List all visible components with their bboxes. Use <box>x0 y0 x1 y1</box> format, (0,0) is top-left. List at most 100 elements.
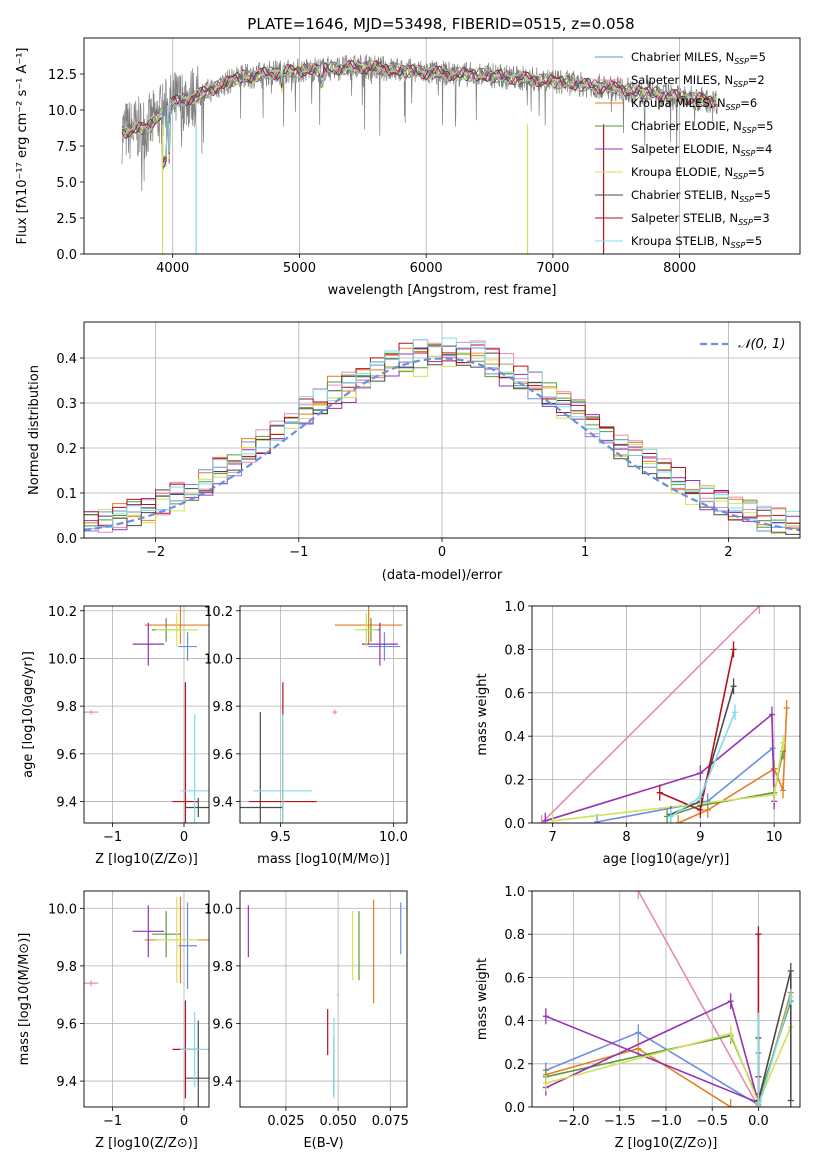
y-tick-label: 9.8 <box>212 700 233 715</box>
errorbar-point-chabrier-miles <box>368 632 401 661</box>
errorbar-point-chabrier-miles <box>178 632 197 661</box>
x-axis-label: Z [log10(Z/Z⊙)] <box>95 1136 198 1151</box>
mass-weight-marker-kroupa-miles <box>780 782 787 799</box>
y-axis-label: mass weight <box>475 958 490 1040</box>
plot-area <box>538 606 790 823</box>
y-tick-label: 10.0 <box>48 902 77 917</box>
mass-weight-marker-salpeter-stelib <box>656 784 663 801</box>
mass-weight-line-kroupa-stelib <box>757 996 792 1107</box>
y-tick-label: 10.2 <box>204 605 233 620</box>
mass-weight-marker-kroupa-stelib <box>667 808 674 823</box>
errorbar-point-chabrier-elodie <box>151 911 181 958</box>
axes-frame <box>83 321 801 539</box>
mass-weight-marker-chabrier-stelib <box>787 962 794 979</box>
y-axis-label: mass [log10(M/M⊙)] <box>17 933 32 1066</box>
errorbar-point-salpeter-elodie <box>132 622 164 666</box>
mass-weight-marker-kroupa-elodie <box>780 734 787 751</box>
y-tick-label: 7.5 <box>56 140 77 155</box>
mass-weight-line-chabrier-stelib <box>757 970 792 1101</box>
errorbar-point-chabrier-stelib <box>240 712 283 823</box>
legend-label-salpeter-stelib: Salpeter STELIB, NSSP=3 <box>631 211 770 227</box>
legend-label-chabrier-stelib: Chabrier STELIB, NSSP=5 <box>631 188 771 204</box>
x-tick-label: 7 <box>549 830 557 845</box>
y-tick-label: 9.4 <box>212 796 233 811</box>
y-tick-label: 2.5 <box>56 212 77 227</box>
x-tick-label: 0.0 <box>748 1114 769 1129</box>
errorbar-point-salpeter-miles <box>332 709 338 715</box>
mass-weight-marker-kroupa-miles <box>675 815 682 823</box>
axes-frame <box>531 890 801 1108</box>
y-tick-label: 10.0 <box>48 104 77 119</box>
y-tick-label: 0.6 <box>504 971 525 986</box>
mass-weight-line-chabrier-stelib <box>670 686 735 816</box>
legend-label-kroupa-stelib: Kroupa STELIB, NSSP=5 <box>631 234 762 250</box>
mass-weight-marker-chabrier-stelib <box>730 678 737 695</box>
mass-weight-line-kroupa-miles <box>677 707 788 823</box>
legend-label-kroupa-elodie: Kroupa ELODIE, NSSP=5 <box>631 165 765 181</box>
mass-weight-marker-salpeter-elodie <box>697 765 704 782</box>
mass-weight-marker-chabrier-stelib <box>787 1092 794 1107</box>
axes-frame <box>83 37 801 255</box>
mass-weight-line-salpeter-miles <box>637 891 760 1107</box>
mass-weight-line-chabrier-miles <box>545 1031 760 1107</box>
x-tick-label: 10.0 <box>379 830 408 845</box>
histogram-kroupa-stelib <box>84 337 800 538</box>
errorbar-point-kroupa-miles <box>144 606 209 645</box>
x-tick-label: 0 <box>438 545 446 560</box>
panel-massweight-vs-age: 7 8 9 10 0.0 0.2 0.4 0.6 0.8 1.0 age [log10(age/yr… <box>475 600 801 867</box>
errorbar-point-kroupa-elodie <box>155 896 199 984</box>
y-tick-label: 0.0 <box>56 248 77 263</box>
mass-weight-marker-salpeter-miles <box>635 891 642 899</box>
x-tick-label: 1 <box>581 545 589 560</box>
plot-area <box>121 54 718 254</box>
mass-weight-marker-chabrier-miles <box>593 813 600 823</box>
plot-area <box>247 899 402 1099</box>
mass-weight-marker-kroupa-miles <box>783 699 790 716</box>
axes-frame <box>531 605 801 824</box>
model-spectrum-salpeter-stelib <box>121 60 717 163</box>
mass-weight-marker-salpeter-miles <box>756 606 763 614</box>
y-tick-label: 12.5 <box>48 68 77 83</box>
y-tick-label: 9.4 <box>56 1075 77 1090</box>
y-tick-label: 9.4 <box>212 1075 233 1090</box>
y-tick-label: 0.2 <box>56 442 77 457</box>
y-tick-label: 0.0 <box>504 1101 525 1116</box>
y-tick-label: 10.2 <box>48 605 77 620</box>
y-tick-label: 9.6 <box>56 1017 77 1032</box>
axes-frame <box>83 890 210 1108</box>
x-tick-label: −1 <box>103 1114 122 1129</box>
y-tick-label: 5.0 <box>56 176 77 191</box>
y-tick-label: 0.3 <box>56 397 77 412</box>
mass-weight-marker-kroupa-elodie <box>542 1075 549 1092</box>
mass-weight-marker-salpeter-elodie <box>727 993 734 1010</box>
x-tick-label: 9 <box>696 830 704 845</box>
y-tick-label: 0.4 <box>504 1015 525 1030</box>
x-tick-label: 10 <box>766 830 783 845</box>
errorbar-point-kroupa-elodie <box>155 613 199 647</box>
panel-spectrum: 4000 5000 6000 7000 8000 0.0 2.5 5.0 7.5 10.0 12.5… <box>15 37 801 298</box>
legend-label-chabrier-elodie: Chabrier ELODIE, NSSP=5 <box>631 119 773 135</box>
mass-weight-marker-salpeter-elodie <box>542 1008 549 1025</box>
mass-weight-marker-salpeter-elodie <box>768 706 775 723</box>
y-tick-label: 0.8 <box>504 643 525 658</box>
mass-weight-marker-salpeter-miles <box>538 815 545 823</box>
y-axis-label: mass weight <box>475 673 490 755</box>
x-tick-label: 5000 <box>283 261 316 276</box>
mass-weight-marker-kroupa-stelib <box>787 988 794 1005</box>
y-tick-label: 9.4 <box>56 796 77 811</box>
x-axis-label: age [log10(age/yr)] <box>603 852 730 867</box>
y-tick-label: 0.6 <box>504 687 525 702</box>
x-tick-label: 8 <box>622 830 630 845</box>
y-tick-label: 10.0 <box>48 652 77 667</box>
x-tick-label: 0.050 <box>320 1114 357 1129</box>
y-tick-label: 0.0 <box>56 532 77 547</box>
axes-frame <box>239 890 408 1108</box>
plot-area <box>542 891 794 1107</box>
y-tick-label: 9.8 <box>212 960 233 975</box>
panel-age-vs-mass: 9.5 10.0 9.4 9.6 9.8 10.0 10.2 mass [log10(M/M⊙… <box>204 605 408 867</box>
errorbar-point-salpeter-elodie <box>361 622 398 666</box>
legend-label-kroupa-miles: Kroupa MILES, NSSP=6 <box>631 96 757 112</box>
mass-weight-line-salpeter-stelib <box>659 649 735 812</box>
axes-frame <box>239 605 408 824</box>
y-tick-label: 0.4 <box>504 730 525 745</box>
